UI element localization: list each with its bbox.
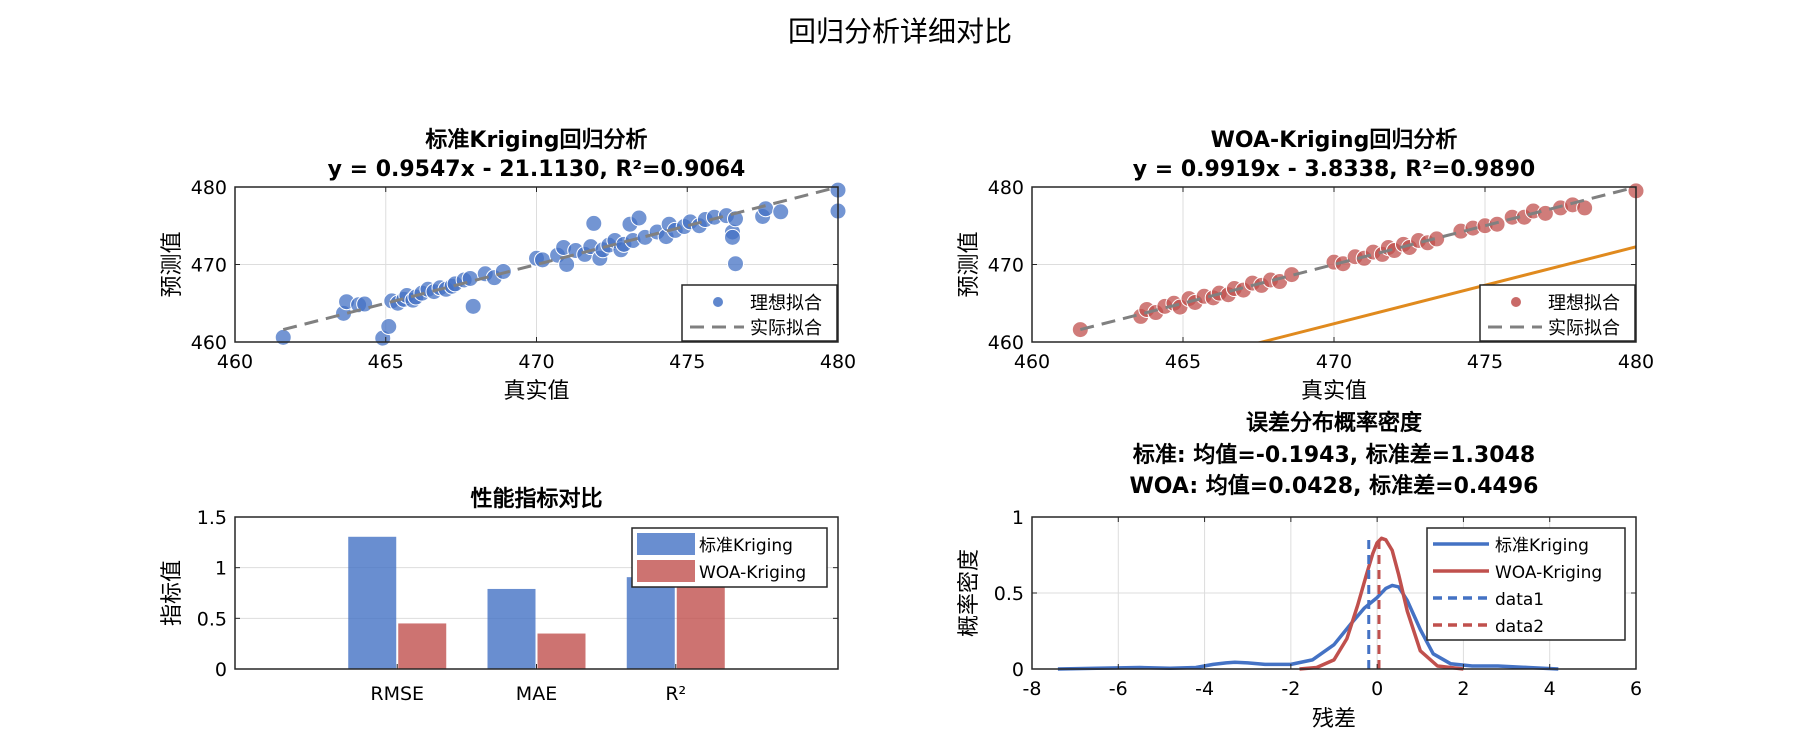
bar-legend-swatch: [637, 533, 695, 555]
woa-x-tick-label: 465: [1165, 351, 1201, 373]
woa-x-tick-label: 475: [1467, 351, 1503, 373]
pdf-ylabel: 概率密度: [957, 549, 982, 637]
std-title: 标准Kriging回归分析: [425, 127, 647, 153]
pdf-legend-label: data1: [1495, 590, 1544, 610]
woa-x-tick-label: 460: [1014, 351, 1050, 373]
std-x-tick-label: 465: [368, 351, 404, 373]
std-axis-frame: 460 465 470 475 480 460 470 480: [191, 177, 856, 373]
bar-y-tick-label: 1: [215, 558, 227, 580]
woa-legend-marker: [1511, 297, 1521, 307]
std-x-tick-label: 460: [217, 351, 253, 373]
bar-bars: [348, 536, 725, 669]
std-y-tick-label: 470: [191, 255, 227, 277]
std-legend-label-fit: 实际拟合: [750, 318, 822, 339]
pdf-x-tick-label: 2: [1457, 678, 1469, 700]
std-legend-box: [681, 284, 838, 342]
std-point: [772, 203, 790, 221]
bar-bar-std: [487, 588, 536, 669]
std-legend-marker: [713, 297, 723, 307]
std-point: [723, 228, 741, 246]
bar-bar-std: [348, 536, 397, 669]
bar-y-tick-label: 0.5: [197, 608, 227, 630]
pdf-axis-frame: -8 -6 -4 -2 0 2 4 6 0 0.5 1: [994, 507, 1642, 700]
bar-axis-frame: 0 0.5 1 1.5: [197, 507, 839, 681]
std-point: [464, 297, 482, 315]
woa-legend-box: [1479, 284, 1636, 342]
woa-y-tick-label: 480: [988, 177, 1024, 199]
std-point: [726, 255, 744, 273]
std-ideal-line: [282, 187, 838, 332]
pdf-legend-label: data2: [1495, 617, 1544, 637]
woa-title: WOA-Kriging回归分析: [1211, 128, 1458, 153]
pdf-x-tick-label: -4: [1195, 678, 1214, 700]
woa-y-tick-label: 460: [988, 332, 1024, 354]
bar-bar-woa: [398, 623, 447, 669]
bar-title: 性能指标对比: [470, 486, 602, 512]
std-subtitle: y = 0.9547x - 21.1130, R²=0.9064: [328, 157, 746, 182]
std-y-tick-label: 480: [191, 177, 227, 199]
bar-category-label: MAE: [516, 683, 557, 705]
std-point: [630, 209, 648, 227]
pdf-title: 误差分布概率密度: [1246, 410, 1423, 436]
bar-category-label: R²: [665, 683, 686, 705]
pdf-x-tick-label: 6: [1630, 678, 1642, 700]
bar-legend-swatch: [637, 560, 695, 582]
pdf-legend-box: [1426, 527, 1626, 641]
std-ylabel: 预测值: [160, 231, 185, 297]
bar-bar-woa: [537, 633, 586, 669]
woa-x-tick-label: 470: [1316, 351, 1352, 373]
bar-category-label: RMSE: [370, 683, 424, 705]
std-y-tick-label: 460: [191, 332, 227, 354]
bar-legend-label: WOA-Kriging: [699, 563, 806, 583]
bar-legend-label: 标准Kriging: [699, 536, 793, 556]
pdf-legend: 标准Kriging WOA-Kriging data1 data2: [1426, 527, 1626, 641]
std-point: [757, 200, 775, 218]
std-legend-label-ideal: 理想拟合: [750, 293, 822, 314]
pdf-x-tick-label: -8: [1023, 678, 1042, 700]
woa-xlabel: 真实值: [1301, 379, 1367, 404]
woa-point: [1576, 199, 1594, 217]
pdf-y-tick-label: 1: [1012, 507, 1024, 529]
woa-ylabel: 预测值: [957, 231, 982, 297]
std-x-tick-label: 475: [669, 351, 705, 373]
woa-subtitle: y = 0.9919x - 3.8338, R²=0.9890: [1133, 157, 1535, 182]
std-xlabel: 真实值: [503, 379, 569, 404]
bar-legend: 标准Kriging WOA-Kriging: [631, 527, 828, 588]
woa-x-tick-label: 480: [1618, 351, 1654, 373]
pdf-legend-label: WOA-Kriging: [1495, 563, 1602, 583]
pdf-y-tick-label: 0.5: [994, 583, 1024, 605]
pdf-subtitle2: WOA: 均值=0.0428, 标准差=0.4496: [1130, 473, 1539, 499]
std-point: [380, 318, 398, 335]
pdf-x-tick-label: 0: [1371, 678, 1383, 700]
pdf-legend-label: 标准Kriging: [1495, 536, 1589, 556]
pdf-x-tick-label: -6: [1109, 678, 1128, 700]
std-point: [274, 328, 292, 346]
bar-y-tick-label: 0: [215, 659, 227, 681]
woa-legend-label-fit: 实际拟合: [1548, 318, 1620, 339]
woa-y-tick-label: 470: [988, 255, 1024, 277]
woa-fit-line: [1256, 245, 1636, 342]
std-point: [585, 214, 603, 232]
woa-ideal-line: [1079, 187, 1636, 332]
std-x-tick-label: 470: [518, 351, 554, 373]
pdf-y-tick-label: 0: [1012, 659, 1024, 681]
std-x-tick-label: 480: [820, 351, 856, 373]
bar-ylabel: 指标值: [160, 560, 185, 626]
pdf-x-tick-label: -2: [1281, 678, 1300, 700]
pdf-xlabel: 残差: [1312, 707, 1356, 732]
woa-legend-label-ideal: 理想拟合: [1548, 293, 1620, 314]
std-point: [534, 251, 552, 269]
pdf-subtitle: 标准: 均值=-0.1943, 标准差=1.3048: [1133, 442, 1535, 468]
bar-bar-std: [626, 577, 675, 669]
pdf-x-tick-label: 4: [1544, 678, 1556, 700]
bar-y-tick-label: 1.5: [197, 507, 227, 529]
woa-axis-frame: 460 465 470 475 480 460 470 480: [988, 177, 1654, 373]
figure-suptitle: 回归分析详细对比: [788, 15, 1012, 48]
